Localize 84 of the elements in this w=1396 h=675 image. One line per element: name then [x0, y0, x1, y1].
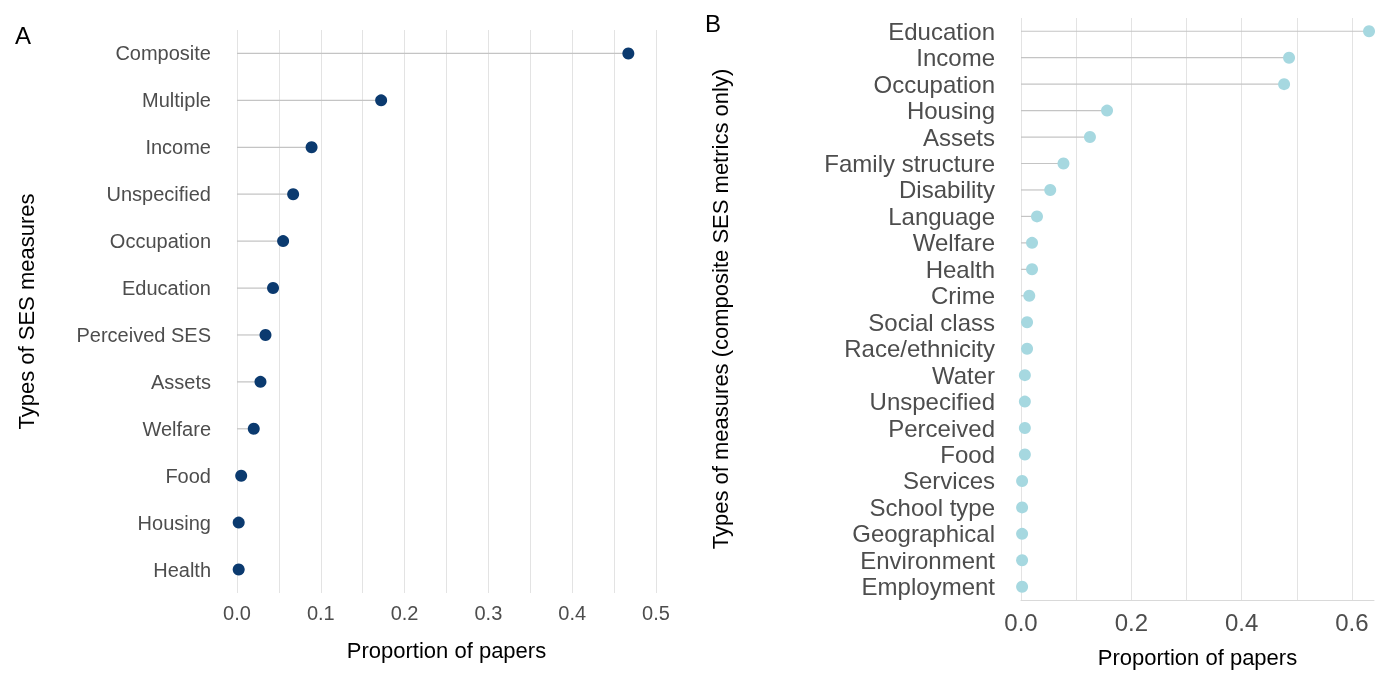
point — [235, 469, 248, 482]
point — [1083, 131, 1096, 144]
x-axis-title: Proportion of papers — [1097, 644, 1298, 670]
y-tick-label: Income — [145, 136, 211, 159]
y-tick-label: Assets — [922, 123, 995, 151]
y-tick-label: Unspecified — [869, 388, 995, 416]
x-tick-label: 0.6 — [1335, 608, 1369, 636]
point — [1026, 263, 1039, 276]
y-tick-label: School type — [869, 493, 995, 521]
y-tick-label: Geographical — [852, 520, 995, 548]
y-tick-label: Crime — [931, 282, 995, 310]
x-tick-label: 0.0 — [223, 602, 251, 624]
y-tick-label: Assets — [150, 370, 211, 393]
y-tick-label: Perceived SES — [76, 323, 211, 346]
y-tick-label: Language — [888, 202, 995, 230]
y-tick-label: Employment — [861, 573, 996, 601]
point — [1278, 78, 1291, 91]
y-tick-label: Housing — [137, 511, 211, 534]
point — [1023, 289, 1036, 302]
y-axis-title: Types of SES measures — [13, 193, 39, 430]
point — [232, 516, 245, 529]
point — [1044, 183, 1057, 196]
x-tick-label: 0.2 — [1114, 608, 1148, 636]
point — [1016, 554, 1029, 567]
point — [1057, 157, 1070, 170]
y-axis-title: Types of measures (composite SES metrics only) — [707, 68, 733, 550]
point — [254, 375, 267, 388]
point — [277, 235, 290, 248]
point — [1016, 580, 1029, 593]
point — [1026, 236, 1039, 249]
point — [1101, 104, 1114, 117]
y-tick-label: Water — [931, 361, 995, 389]
x-tick-label: 0.2 — [390, 602, 419, 624]
y-tick-label: Family structure — [824, 150, 995, 177]
y-tick-label: Composite — [115, 42, 211, 65]
x-tick-label: 0.3 — [474, 602, 503, 624]
y-tick-label: Social class — [868, 308, 995, 336]
point — [1018, 448, 1031, 461]
point — [1021, 316, 1034, 329]
point — [1031, 210, 1043, 223]
y-tick-label: Housing — [906, 97, 995, 125]
point — [1283, 51, 1296, 64]
y-tick-label: Multiple — [142, 89, 211, 112]
y-tick-label: Occupation — [873, 70, 995, 98]
point — [1018, 369, 1031, 382]
y-tick-label: Education — [122, 277, 211, 300]
x-tick-label: 0.1 — [306, 602, 335, 624]
y-tick-label: Health — [925, 255, 995, 283]
x-tick-label: 0.4 — [1224, 608, 1259, 636]
point — [232, 563, 245, 576]
x-tick-label: 0.4 — [558, 602, 587, 624]
y-tick-label: Food — [940, 441, 995, 468]
y-tick-label: Income — [916, 44, 995, 72]
y-tick-label: Unspecified — [106, 183, 211, 206]
point — [267, 282, 280, 295]
y-tick-label: Food — [165, 464, 211, 487]
text: B — [705, 9, 722, 37]
y-tick-label: Disability — [898, 176, 995, 204]
y-tick-label: Welfare — [912, 229, 995, 257]
point — [1018, 422, 1031, 435]
y-tick-label: Occupation — [109, 230, 211, 253]
x-axis-title: Proportion of papers — [346, 637, 547, 663]
point — [259, 328, 272, 341]
point — [375, 94, 388, 107]
y-tick-label: Welfare — [142, 417, 211, 440]
point — [247, 422, 260, 435]
text: A — [15, 21, 32, 49]
y-tick-label: Services — [902, 467, 995, 495]
x-tick-label: 0.5 — [642, 602, 670, 624]
y-tick-label: Education — [888, 17, 995, 45]
y-tick-label: Environment — [860, 546, 996, 574]
point — [1363, 25, 1376, 38]
point — [1016, 527, 1029, 540]
point — [1018, 395, 1031, 408]
point — [1016, 501, 1029, 514]
y-tick-label: Perceived — [888, 414, 995, 442]
point — [1016, 474, 1029, 487]
x-tick-label: 0.0 — [1004, 608, 1038, 636]
point — [305, 141, 318, 154]
point — [287, 188, 300, 201]
point — [1021, 342, 1034, 355]
y-tick-label: Health — [153, 558, 211, 581]
y-tick-label: Race/ethnicity — [844, 335, 995, 363]
point — [622, 47, 635, 60]
